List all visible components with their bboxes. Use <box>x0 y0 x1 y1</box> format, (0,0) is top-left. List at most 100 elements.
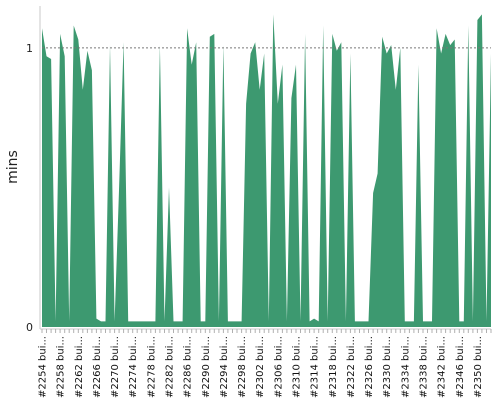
data-point[interactable] <box>127 320 130 323</box>
x-tick-label: #2290 bui... <box>201 336 212 398</box>
data-point[interactable] <box>403 320 406 323</box>
data-point[interactable] <box>440 52 443 55</box>
data-point[interactable] <box>299 320 302 323</box>
data-point[interactable] <box>331 32 334 35</box>
data-point[interactable] <box>68 320 71 323</box>
data-point[interactable] <box>81 88 84 91</box>
data-point[interactable] <box>453 38 456 41</box>
data-point[interactable] <box>163 320 166 323</box>
data-point[interactable] <box>376 172 379 175</box>
data-point[interactable] <box>54 320 57 323</box>
data-point[interactable] <box>258 88 261 91</box>
data-point[interactable] <box>140 320 143 323</box>
data-point[interactable] <box>412 320 415 323</box>
data-point[interactable] <box>422 320 425 323</box>
data-point[interactable] <box>272 13 275 16</box>
data-point[interactable] <box>245 102 248 105</box>
data-point[interactable] <box>190 63 193 66</box>
data-point[interactable] <box>208 35 211 38</box>
data-point[interactable] <box>390 44 393 47</box>
data-point[interactable] <box>50 58 53 61</box>
data-point[interactable] <box>340 41 343 44</box>
data-point[interactable] <box>118 186 121 189</box>
data-point[interactable] <box>181 320 184 323</box>
data-point[interactable] <box>344 320 347 323</box>
data-point[interactable] <box>172 320 175 323</box>
data-point[interactable] <box>63 55 66 58</box>
data-point[interactable] <box>435 27 438 30</box>
data-point[interactable] <box>281 63 284 66</box>
data-point[interactable] <box>444 32 447 35</box>
data-point[interactable] <box>59 32 62 35</box>
data-point[interactable] <box>335 49 338 52</box>
data-point[interactable] <box>236 320 239 323</box>
data-point[interactable] <box>222 44 225 47</box>
data-point[interactable] <box>199 320 202 323</box>
data-point[interactable] <box>290 97 293 100</box>
data-point[interactable] <box>381 35 384 38</box>
data-point[interactable] <box>149 320 152 323</box>
data-point[interactable] <box>90 69 93 72</box>
data-point[interactable] <box>349 52 352 55</box>
data-point[interactable] <box>367 320 370 323</box>
data-point[interactable] <box>72 24 75 27</box>
data-point[interactable] <box>226 320 229 323</box>
data-point[interactable] <box>322 24 325 27</box>
data-point[interactable] <box>113 320 116 323</box>
data-point[interactable] <box>408 320 411 323</box>
data-point[interactable] <box>471 320 474 323</box>
data-point[interactable] <box>122 41 125 44</box>
data-point[interactable] <box>449 44 452 47</box>
data-point[interactable] <box>100 320 103 323</box>
data-point[interactable] <box>168 186 171 189</box>
data-point[interactable] <box>480 13 483 16</box>
data-point[interactable] <box>285 320 288 323</box>
data-point[interactable] <box>363 320 366 323</box>
data-point[interactable] <box>109 44 112 47</box>
data-point[interactable] <box>195 41 198 44</box>
data-point[interactable] <box>313 317 316 320</box>
data-point[interactable] <box>217 320 220 323</box>
data-point[interactable] <box>158 44 161 47</box>
data-point[interactable] <box>263 52 266 55</box>
data-point[interactable] <box>254 41 257 44</box>
data-point[interactable] <box>490 52 493 55</box>
data-point[interactable] <box>136 320 139 323</box>
data-point[interactable] <box>240 320 243 323</box>
data-point[interactable] <box>267 320 270 323</box>
data-point[interactable] <box>131 320 134 323</box>
data-point[interactable] <box>458 320 461 323</box>
data-point[interactable] <box>417 63 420 66</box>
data-point[interactable] <box>231 320 234 323</box>
data-point[interactable] <box>372 192 375 195</box>
data-point[interactable] <box>308 320 311 323</box>
data-point[interactable] <box>104 320 107 323</box>
data-point[interactable] <box>462 320 465 323</box>
data-point[interactable] <box>317 320 320 323</box>
data-point[interactable] <box>304 32 307 35</box>
data-point[interactable] <box>95 317 98 320</box>
data-point[interactable] <box>326 320 329 323</box>
data-point[interactable] <box>485 320 488 323</box>
data-point[interactable] <box>154 320 157 323</box>
data-point[interactable] <box>295 63 298 66</box>
data-point[interactable] <box>394 88 397 91</box>
data-point[interactable] <box>41 27 44 30</box>
data-point[interactable] <box>476 19 479 22</box>
data-point[interactable] <box>249 52 252 55</box>
data-point[interactable] <box>204 320 207 323</box>
data-point[interactable] <box>77 38 80 41</box>
data-point[interactable] <box>385 52 388 55</box>
data-point[interactable] <box>145 320 148 323</box>
data-point[interactable] <box>431 320 434 323</box>
data-point[interactable] <box>177 320 180 323</box>
data-point[interactable] <box>358 320 361 323</box>
data-point[interactable] <box>45 55 48 58</box>
data-point[interactable] <box>186 27 189 30</box>
data-point[interactable] <box>353 320 356 323</box>
data-point[interactable] <box>426 320 429 323</box>
data-point[interactable] <box>213 32 216 35</box>
data-point[interactable] <box>276 102 279 105</box>
data-point[interactable] <box>86 49 89 52</box>
data-point[interactable] <box>467 24 470 27</box>
